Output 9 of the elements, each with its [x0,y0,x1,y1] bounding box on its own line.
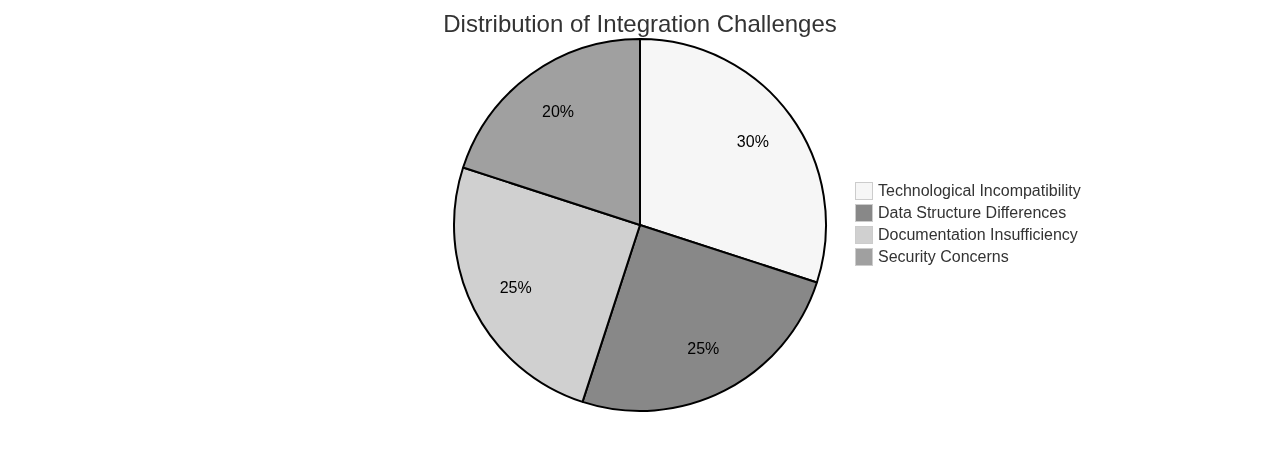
chart-title: Distribution of Integration Challenges [442,10,838,38]
legend-label: Security Concerns [878,248,1009,266]
data-label: 20% [541,102,575,120]
data-label: 25% [499,278,532,296]
data-label: 30% [736,133,769,151]
legend-label: Documentation Insufficiency [878,226,1078,244]
legend-label: Data Structure Differences [878,204,1067,222]
slice-label: Technological Incompatibility [878,182,1081,200]
data-label: 25% [687,339,720,357]
